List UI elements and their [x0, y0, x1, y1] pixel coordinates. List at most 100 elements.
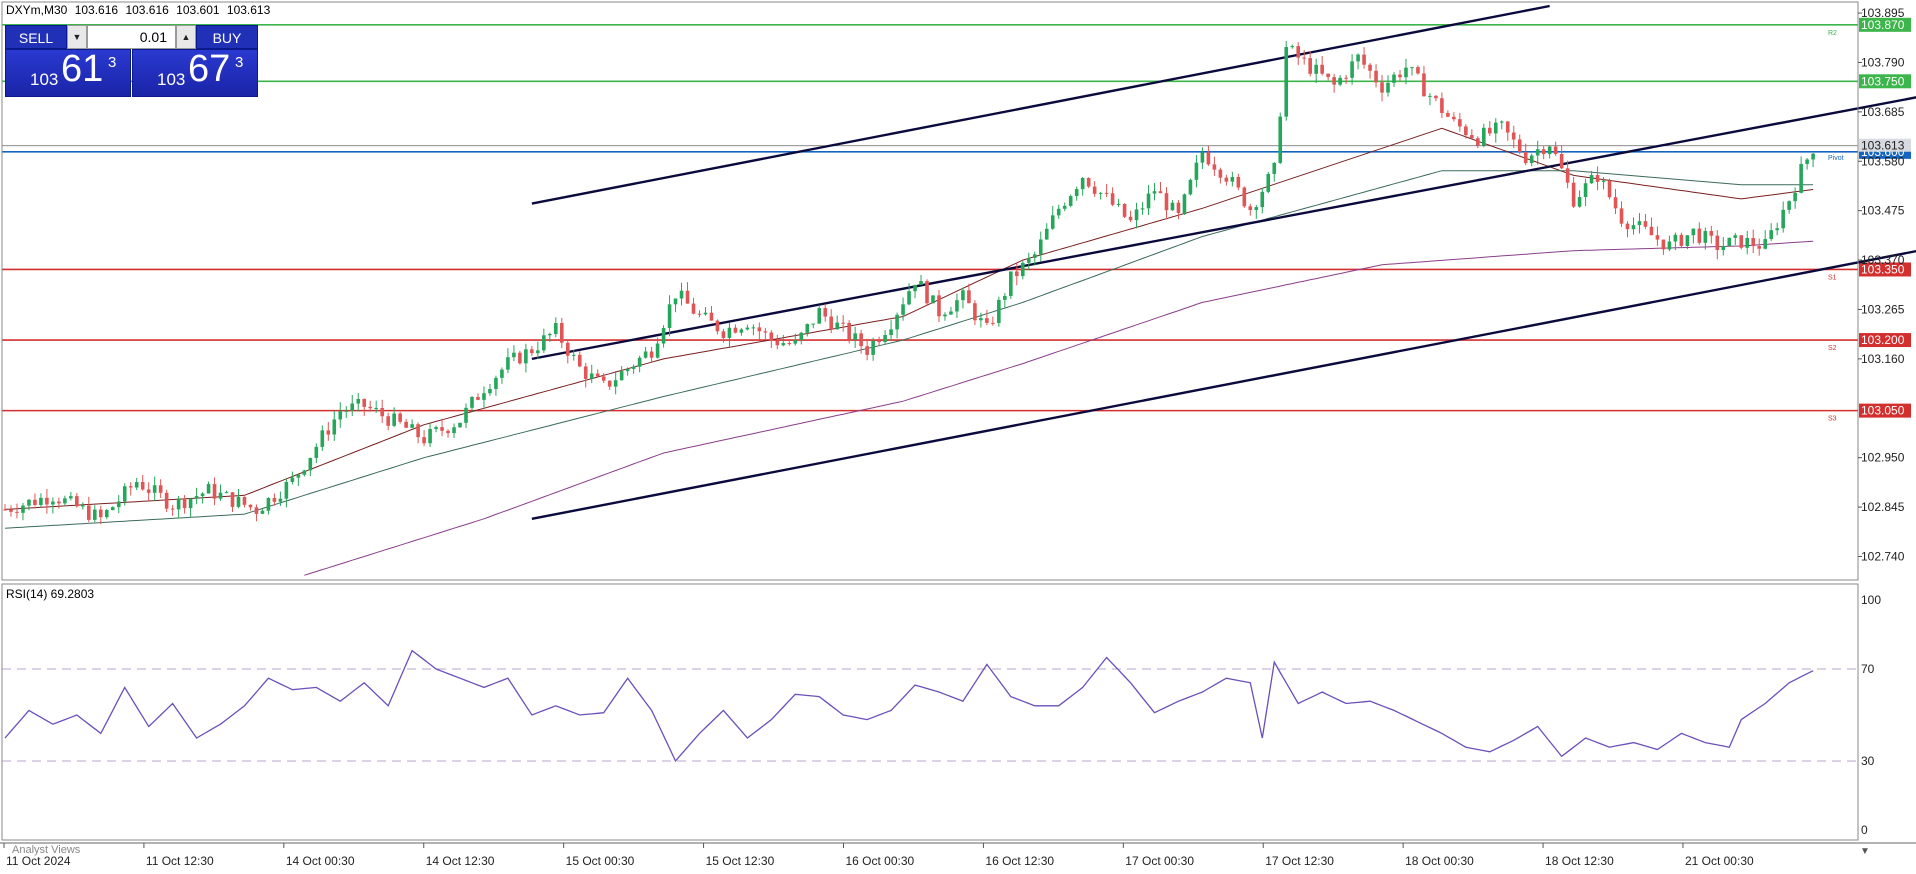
candle-body [655, 343, 660, 358]
level-price-box [1859, 403, 1911, 418]
candle-body [1146, 193, 1151, 209]
candle-body [416, 424, 420, 438]
candle-body [554, 323, 558, 334]
candle-body [1565, 168, 1570, 183]
candle-body [1200, 152, 1205, 163]
candle-body [889, 329, 893, 336]
rsi-tick-label: 30 [1861, 754, 1875, 768]
x-tick-label: 14 Oct 00:30 [286, 854, 355, 868]
candle-body [224, 492, 229, 494]
analyst-views-tab[interactable]: Analyst Views [12, 844, 81, 856]
level-tag: Pivot [1828, 155, 1844, 162]
candle-body [1745, 237, 1750, 248]
candle-body [811, 323, 816, 325]
candle-body [985, 318, 989, 323]
sell-price-quote[interactable]: 103 61 3 [5, 48, 131, 97]
candle-body [583, 366, 588, 379]
rsi-header: RSI(14) 69.2803 [6, 587, 95, 601]
lot-size-input[interactable]: 0.01 [87, 25, 176, 49]
candle-body [1284, 47, 1289, 117]
candle-body [398, 413, 402, 422]
level-tag: R2 [1828, 30, 1837, 37]
candle-body [1038, 239, 1043, 255]
candle-body [230, 492, 235, 507]
candle-body [913, 284, 917, 292]
candle-body [236, 496, 241, 507]
candle-body [110, 507, 115, 511]
candle-body [685, 290, 690, 304]
candle-body [63, 498, 67, 504]
candle-body [1128, 216, 1133, 221]
candle-body [1739, 235, 1744, 248]
candle-body [1338, 77, 1342, 85]
candle-body [643, 351, 648, 358]
candle-body [1703, 231, 1708, 243]
candle-body [1272, 162, 1277, 174]
moving-average-3 [304, 240, 1814, 576]
buy-price-main: 67 [188, 48, 231, 90]
candle-body [1254, 207, 1259, 210]
candle-body [57, 501, 61, 504]
candle-body [1535, 149, 1540, 156]
candle-body [104, 510, 109, 518]
candle-body [1320, 64, 1324, 74]
candle-body [146, 489, 151, 493]
y-tick-label: 103.790 [1861, 55, 1905, 69]
candle-body [847, 322, 851, 340]
candle-body [1529, 155, 1534, 164]
one-click-trading-panel: SELL ▼ 0.01 ▲ BUY 103 61 3 103 67 3 [5, 25, 258, 97]
buy-price-quote[interactable]: 103 67 3 [132, 48, 258, 97]
lot-increase-button[interactable]: ▲ [176, 25, 196, 49]
candle-body [1679, 234, 1684, 246]
candle-body [1050, 215, 1055, 229]
candle-body [1553, 146, 1558, 154]
sell-button[interactable]: SELL [5, 25, 67, 49]
candle-body [1625, 223, 1630, 230]
candle-body [254, 507, 259, 514]
candle-body [1356, 54, 1360, 62]
candle-body [1242, 187, 1247, 207]
candle-body [1476, 138, 1480, 146]
candle-body [613, 380, 618, 387]
candle-body [841, 322, 845, 324]
candle-body [93, 509, 97, 520]
x-tick-label: 11 Oct 2024 [6, 854, 71, 868]
candle-body [883, 335, 887, 343]
candle-body [619, 371, 624, 381]
y-tick-label: 103.265 [1861, 302, 1905, 316]
candle-body [1452, 116, 1456, 120]
channel-line-2 [531, 96, 1916, 361]
candle-body [1278, 116, 1283, 163]
candle-body [464, 407, 468, 423]
candle-body [571, 354, 576, 356]
candle-body [1470, 135, 1474, 139]
candle-body [1302, 57, 1306, 59]
candle-body [1805, 159, 1809, 164]
candle-body [931, 295, 935, 304]
candle-body [452, 427, 456, 434]
candle-body [494, 377, 498, 389]
candle-body [506, 357, 510, 370]
candle-body [404, 421, 408, 428]
candle-body [1398, 74, 1402, 78]
candle-body [15, 511, 19, 513]
moving-average-2 [4, 170, 1814, 529]
candle-body [919, 281, 923, 285]
candle-body [1793, 192, 1797, 202]
candle-body [1715, 235, 1720, 251]
candle-body [1422, 73, 1426, 97]
channel-line-1 [531, 4, 1550, 205]
buy-button[interactable]: BUY [196, 25, 258, 49]
sell-price-sup: 3 [108, 54, 117, 71]
candle-body [1224, 177, 1229, 182]
candle-body [1290, 46, 1295, 48]
candle-body [530, 349, 534, 354]
candle-body [1691, 228, 1696, 236]
main-pane-frame [1, 1, 1859, 581]
candle-body [679, 290, 684, 299]
candle-body [134, 482, 139, 488]
x-tick-label: 21 Oct 00:30 [1685, 854, 1754, 868]
candle-body [200, 493, 205, 497]
sell-price-main: 61 [61, 48, 104, 90]
lot-decrease-button[interactable]: ▼ [67, 25, 87, 49]
